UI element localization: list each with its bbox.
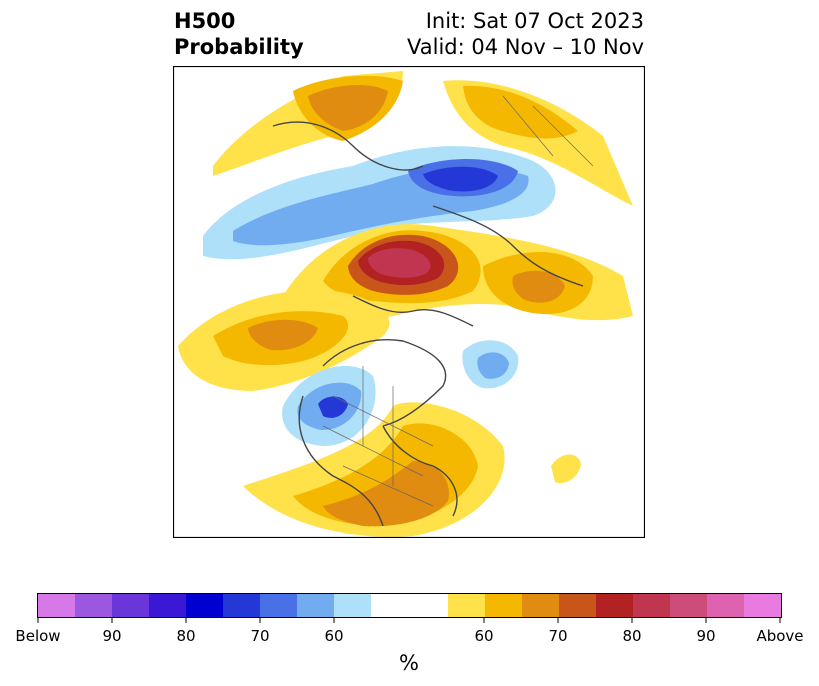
colorbar-swatch bbox=[112, 594, 150, 617]
probability-contours bbox=[178, 71, 633, 537]
probability-map bbox=[173, 66, 645, 538]
colorbar-swatch bbox=[334, 594, 372, 617]
colorbar-unit: % bbox=[399, 651, 419, 675]
colorbar-swatch bbox=[744, 594, 782, 617]
below-region-siberia-max bbox=[423, 166, 498, 192]
above-region-eastern-us-core bbox=[323, 461, 449, 527]
variable-label: H500 bbox=[174, 9, 236, 33]
colorbar-swatch bbox=[260, 594, 298, 617]
colorbar-label-below-90: 90 bbox=[102, 627, 121, 645]
colorbar-swatches bbox=[38, 594, 782, 617]
colorbar-label-above: Above bbox=[756, 627, 803, 645]
below-region-west-canada-core bbox=[318, 396, 348, 418]
below-region-north-atlantic-core bbox=[477, 352, 509, 379]
colorbar-swatch bbox=[149, 594, 187, 617]
colorbar-swatch bbox=[596, 594, 634, 617]
colorbar-swatch bbox=[297, 594, 335, 617]
colorbar-swatch bbox=[559, 594, 597, 617]
colorbar-swatch bbox=[670, 594, 708, 617]
above-region-mid-atlantic bbox=[551, 454, 581, 484]
colorbar-label-above-90: 90 bbox=[696, 627, 715, 645]
political-borders bbox=[322, 95, 594, 507]
colorbar-label-above-60: 60 bbox=[474, 627, 493, 645]
colorbar-label-below-80: 80 bbox=[176, 627, 195, 645]
map-title-right: Init: Sat 07 Oct 2023 Valid: 04 Nov – 10… bbox=[407, 8, 644, 60]
colorbar: Below 90 80 70 60 60 70 80 90 Above % bbox=[15, 593, 804, 675]
quantity-label: Probability bbox=[174, 35, 304, 59]
valid-label: Valid: 04 Nov – 10 Nov bbox=[407, 35, 644, 59]
colorbar-swatch bbox=[75, 594, 113, 617]
colorbar-swatch bbox=[485, 594, 523, 617]
colorbar-swatch bbox=[633, 594, 671, 617]
map-frame bbox=[173, 66, 645, 538]
colorbar-swatch bbox=[371, 594, 449, 617]
colorbar-label-above-70: 70 bbox=[548, 627, 567, 645]
colorbar-ticks bbox=[37, 618, 781, 623]
colorbar-label-above-80: 80 bbox=[622, 627, 641, 645]
colorbar-swatch bbox=[522, 594, 560, 617]
colorbar-label-below: Below bbox=[15, 627, 60, 645]
above-region-north-pacific-max bbox=[248, 319, 318, 351]
above-region-siberia-core bbox=[463, 85, 578, 139]
colorbar-swatch bbox=[707, 594, 745, 617]
above-region-arctic-ridge-peak bbox=[368, 248, 431, 278]
coastlines bbox=[272, 121, 584, 527]
above-region-europe-core bbox=[308, 84, 388, 131]
colorbar-frame bbox=[37, 593, 782, 618]
colorbar-swatch bbox=[38, 594, 76, 617]
above-region-east-europe-core bbox=[512, 270, 565, 303]
colorbar-swatch bbox=[223, 594, 261, 617]
init-label: Init: Sat 07 Oct 2023 bbox=[425, 9, 644, 33]
colorbar-label-below-60: 60 bbox=[324, 627, 343, 645]
map-title-left: H500 Probability bbox=[174, 8, 304, 60]
colorbar-swatch bbox=[448, 594, 486, 617]
colorbar-swatch bbox=[186, 594, 224, 617]
colorbar-label-below-70: 70 bbox=[250, 627, 269, 645]
